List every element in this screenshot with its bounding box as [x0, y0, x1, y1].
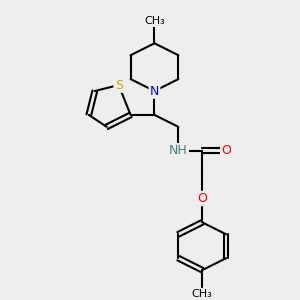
Text: S: S	[115, 79, 123, 92]
Text: N: N	[150, 85, 159, 98]
Text: CH₃: CH₃	[192, 289, 213, 299]
Text: CH₃: CH₃	[144, 16, 165, 26]
Text: NH: NH	[169, 144, 188, 157]
Text: O: O	[197, 192, 207, 205]
Text: O: O	[221, 144, 231, 157]
